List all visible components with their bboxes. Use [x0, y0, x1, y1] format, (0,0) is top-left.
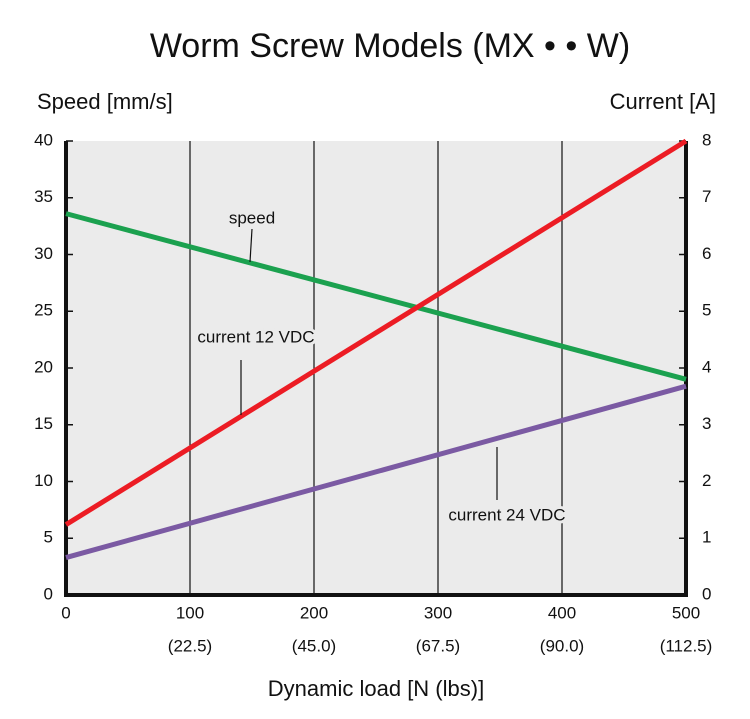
x-tick-sublabel: (22.5)	[168, 636, 212, 655]
y2-tick-label: 4	[702, 357, 711, 376]
y2-axis-title: Current [A]	[610, 89, 716, 114]
y2-tick-label: 8	[702, 130, 711, 149]
y2-tick-label: 0	[702, 584, 711, 603]
y-tick-label: 20	[34, 357, 53, 376]
axes	[64, 141, 688, 597]
series-line	[64, 138, 688, 527]
y-tick-label: 5	[44, 528, 53, 547]
y2-tick-label: 2	[702, 471, 711, 490]
y2-tick-label: 1	[702, 528, 711, 547]
x-tick-label: 0	[61, 603, 70, 622]
y2-tick-label: 7	[702, 187, 711, 206]
plot-area	[66, 141, 686, 595]
y-tick-label: 30	[34, 244, 53, 263]
x-tick-sublabel: (67.5)	[416, 636, 460, 655]
y-axis-title: Speed [mm/s]	[37, 89, 173, 114]
legend-label: current 24 VDC	[448, 505, 565, 524]
y-tick-label: 0	[44, 584, 53, 603]
legend-label: speed	[229, 208, 275, 227]
series-line	[65, 211, 687, 382]
x-tick-label: 100	[176, 603, 204, 622]
y-tick-label: 40	[34, 130, 53, 149]
x-tick-label: 300	[424, 603, 452, 622]
x-tick-sublabel: (45.0)	[292, 636, 336, 655]
x-axis-title: Dynamic load [N (lbs)]	[268, 676, 484, 701]
y-tick-label: 25	[34, 301, 53, 320]
series-line	[65, 383, 687, 560]
y-tick-label: 35	[34, 187, 53, 206]
x-tick-label: 200	[300, 603, 328, 622]
y2-tick-label: 5	[702, 301, 711, 320]
y-tick-label: 10	[34, 471, 53, 490]
y2-tick-label: 6	[702, 244, 711, 263]
x-tick-label: 500	[672, 603, 700, 622]
y-tick-label: 15	[34, 414, 53, 433]
x-tick-sublabel: (90.0)	[540, 636, 584, 655]
x-tick-label: 400	[548, 603, 576, 622]
leader-line	[249, 228, 253, 263]
y2-tick-label: 3	[702, 414, 711, 433]
x-tick-sublabel: (112.5)	[660, 636, 713, 655]
legend-label: current 12 VDC	[197, 327, 314, 346]
chart-title: Worm Screw Models (MX • • W)	[150, 27, 630, 65]
